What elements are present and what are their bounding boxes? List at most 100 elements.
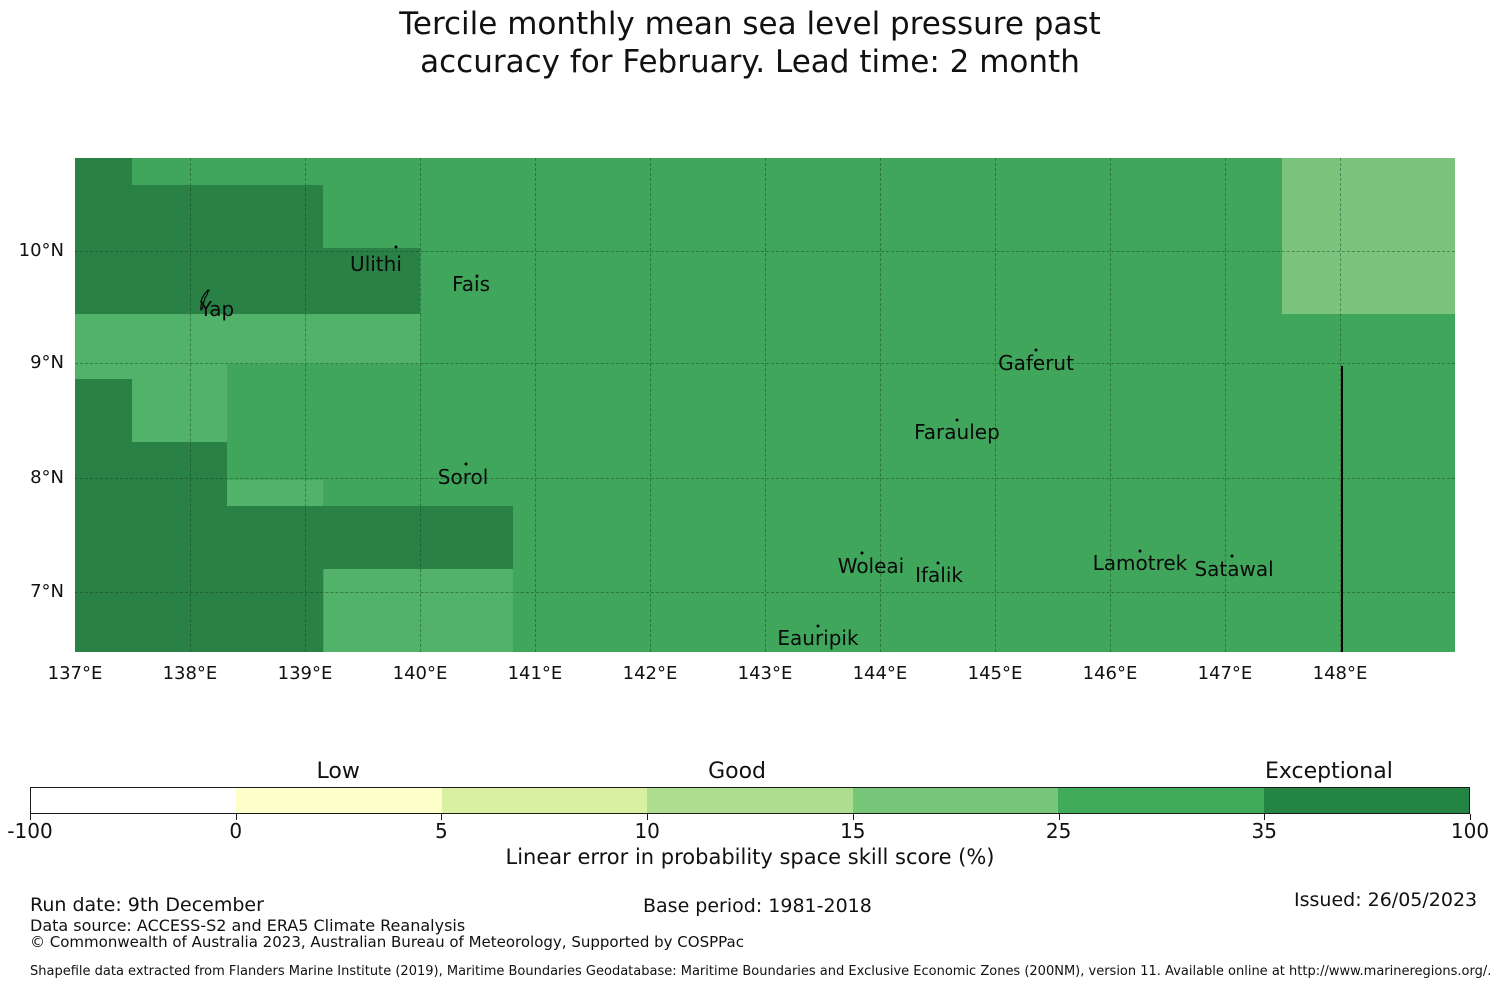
x-tick-label: 140°E — [392, 663, 448, 684]
footer-shapefile-note: Shapefile data extracted from Flanders M… — [30, 964, 1492, 979]
colorbar-segment — [852, 788, 1059, 813]
meridian-gridline — [534, 158, 536, 652]
x-tick-label: 137°E — [47, 663, 103, 684]
meridian-gridline — [305, 158, 307, 652]
island-label-gaferut: Gaferut — [998, 351, 1074, 375]
island-label-fais: Fais — [452, 272, 490, 297]
island-label-ifalik: Ifalik — [915, 562, 963, 587]
island-marker-dot — [464, 462, 468, 466]
colorbar-tick-mark — [1470, 814, 1471, 820]
x-tick-label: 139°E — [277, 663, 333, 684]
footer-copyright: © Commonwealth of Australia 2023, Austra… — [30, 933, 744, 951]
map-region-mid_light — [226, 479, 323, 507]
colorbar-category-exceptional: Exceptional — [1264, 759, 1393, 784]
map-region-dark — [75, 158, 132, 186]
island-label-eauripik: Eauripik — [777, 626, 859, 651]
island-marker-dot — [936, 561, 940, 565]
y-tick-label: 9°N — [30, 352, 64, 373]
map-region-mid_light — [131, 363, 227, 442]
x-tick-label: 145°E — [967, 663, 1023, 684]
parallel-gridline — [75, 591, 1455, 593]
island-label-lamotrek: Lamotrek — [1092, 550, 1188, 575]
colorbar-segment — [236, 788, 442, 813]
map-region-mid_light — [75, 363, 132, 379]
meridian-gridline — [189, 158, 191, 652]
parallel-gridline — [75, 251, 1455, 253]
colorbar-tick-label: 0 — [229, 819, 243, 843]
parallel-gridline — [75, 363, 1455, 364]
island-marker-dot — [1034, 348, 1038, 352]
x-tick-label: 138°E — [162, 663, 218, 684]
x-tick-label: 146°E — [1082, 663, 1138, 684]
island-label-satawal: Satawal — [1194, 557, 1274, 581]
meridian-gridline — [420, 158, 421, 652]
island-label-woleai: Woleai — [837, 553, 905, 578]
map-plot-area: Yap Ulithi Fais Sorol Gaferut Faraulep Woleai I… — [75, 158, 1455, 652]
meridian-gridline — [1340, 158, 1342, 652]
figure-title-line1: Tercile monthly mean sea level pressure … — [399, 6, 1101, 42]
footer-issued-date: Issued: 26/05/2023 — [1294, 889, 1478, 911]
meridian-gridline — [650, 158, 652, 652]
colorbar-tick-label: 25 — [1045, 819, 1072, 843]
colorbar-tick-mark — [235, 814, 237, 820]
island-marker-dot — [816, 624, 820, 628]
parallel-gridline — [75, 478, 1455, 479]
footer-data-source: Data source: ACCESS-S2 and ERA5 Climate … — [30, 916, 466, 935]
island-marker-dot — [860, 551, 864, 555]
island-marker-dot — [955, 418, 959, 422]
map-region-dark — [75, 185, 323, 248]
meridian-gridline — [879, 158, 881, 652]
island-marker-dot — [1138, 549, 1142, 553]
colorbar-segment — [1058, 788, 1264, 813]
eez-boundary-line — [1341, 366, 1343, 652]
colorbar-tick-label: 35 — [1251, 819, 1277, 843]
colorbar-segment — [1263, 788, 1469, 813]
colorbar-segment — [647, 788, 853, 813]
yap-island-outline-icon — [198, 289, 212, 316]
map-region-mid_light — [323, 569, 513, 652]
colorbar-segment — [441, 788, 648, 813]
map-region-mid_light — [75, 314, 420, 364]
colorbar-tick-mark — [852, 814, 854, 820]
island-marker-dot — [394, 245, 398, 249]
colorbar-tick-label: 100 — [1450, 819, 1490, 843]
figure-title: Tercile monthly mean sea level pressure … — [0, 5, 1500, 81]
map-region-dark — [75, 506, 513, 569]
map-region-light — [1281, 158, 1455, 314]
meridian-gridline — [765, 158, 766, 652]
figure-title-line2: accuracy for February. Lead time: 2 mont… — [420, 44, 1080, 80]
x-tick-label: 141°E — [507, 663, 563, 684]
colorbar-tick-mark — [441, 814, 443, 820]
island-marker-dot — [475, 274, 479, 278]
colorbar-tick-label: 10 — [634, 819, 660, 843]
map-region-dark — [75, 248, 420, 314]
meridian-gridline — [995, 158, 997, 652]
colorbar — [30, 787, 1470, 814]
colorbar-tick-label: 5 — [435, 819, 448, 843]
meridian-gridline — [1110, 158, 1111, 652]
island-label-faraulep: Faraulep — [914, 420, 1000, 445]
y-tick-label: 7°N — [30, 580, 64, 602]
x-tick-label: 143°E — [737, 663, 793, 684]
x-tick-label: 144°E — [852, 663, 908, 684]
island-marker-dot — [1230, 554, 1234, 558]
colorbar-tick-label: 15 — [840, 819, 866, 843]
island-label-yap: Yap — [199, 297, 235, 322]
colorbar-tick-label: -100 — [7, 819, 53, 843]
y-tick-label: 10°N — [18, 240, 64, 262]
colorbar-category-low: Low — [316, 759, 360, 784]
map-region-dark — [75, 379, 132, 442]
colorbar-category-good: Good — [708, 759, 766, 784]
colorbar-tick-mark — [647, 814, 649, 820]
footer-run-date: Run date: 9th December — [30, 894, 264, 916]
island-label-ulithi: Ulithi — [350, 252, 402, 276]
colorbar-tick-mark — [1264, 814, 1266, 820]
colorbar-tick-mark — [30, 814, 31, 820]
map-region-dark — [75, 569, 323, 652]
x-tick-label: 147°E — [1197, 663, 1253, 684]
x-tick-label: 148°E — [1312, 663, 1368, 684]
colorbar-segment — [31, 788, 237, 813]
x-tick-label: 142°E — [622, 663, 678, 684]
footer-base-period: Base period: 1981-2018 — [643, 895, 872, 917]
